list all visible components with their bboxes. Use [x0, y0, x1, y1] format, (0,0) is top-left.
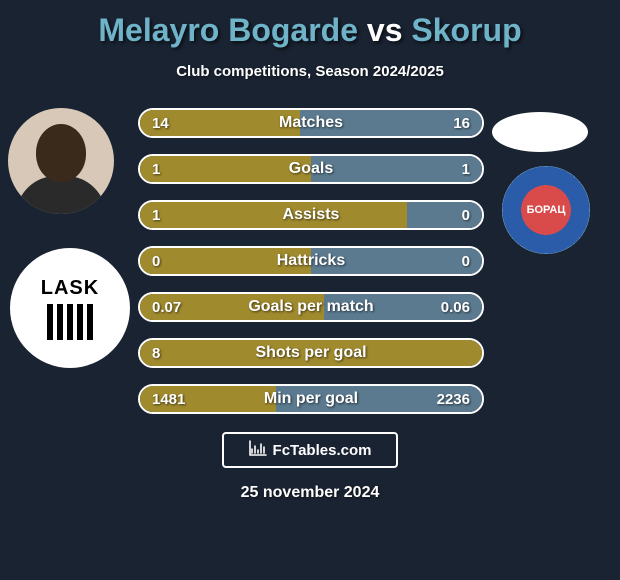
stat-value-left: 1	[152, 202, 160, 228]
stat-value-right: 2236	[437, 386, 470, 412]
subtitle: Club competitions, Season 2024/2025	[0, 63, 620, 80]
footer-date: 25 november 2024	[0, 484, 620, 502]
player2-club-name: БОРАЦ	[527, 205, 566, 216]
stat-row: 11Goals	[138, 154, 484, 184]
stat-value-left: 8	[152, 340, 160, 366]
player2-name: Skorup	[411, 12, 521, 48]
stat-value-left: 14	[152, 110, 169, 136]
stat-value-right: 0	[462, 202, 470, 228]
stat-bar-left	[140, 156, 311, 182]
player2-club-badge: БОРАЦ	[502, 166, 590, 254]
stat-value-left: 1481	[152, 386, 185, 412]
stat-value-left: 1	[152, 156, 160, 182]
stat-value-right: 0	[462, 248, 470, 274]
stat-bar-right	[311, 248, 482, 274]
player1-club-name: LASK	[41, 277, 99, 300]
vs-text: vs	[367, 12, 403, 48]
comparison-panel: LASK БОРАЦ 1416Matches11Goals10Assists00…	[0, 108, 620, 414]
stat-bar-left	[140, 340, 482, 366]
stat-value-left: 0	[152, 248, 160, 274]
lask-stripes-icon	[47, 304, 93, 340]
stat-bar-left	[140, 202, 407, 228]
stat-value-right: 1	[462, 156, 470, 182]
stat-row: 0.070.06Goals per match	[138, 292, 484, 322]
site-logo: FcTables.com	[222, 432, 398, 468]
site-name: FcTables.com	[273, 442, 372, 459]
player1-avatar	[8, 108, 114, 214]
stat-row: 10Assists	[138, 200, 484, 230]
stat-row: 1416Matches	[138, 108, 484, 138]
stat-bar-right	[311, 156, 482, 182]
player2-avatar	[492, 112, 588, 152]
stat-bar-left	[140, 248, 311, 274]
stat-value-left: 0.07	[152, 294, 181, 320]
stat-row: 14812236Min per goal	[138, 384, 484, 414]
stat-bar-right	[407, 202, 482, 228]
player1-club-badge: LASK	[10, 248, 130, 368]
stat-row: 8Shots per goal	[138, 338, 484, 368]
stat-value-right: 16	[453, 110, 470, 136]
chart-icon	[249, 440, 267, 460]
stat-row: 00Hattricks	[138, 246, 484, 276]
comparison-title: Melayro Bogarde vs Skorup	[0, 0, 620, 49]
stat-value-right: 0.06	[441, 294, 470, 320]
stats-bars: 1416Matches11Goals10Assists00Hattricks0.…	[138, 108, 484, 414]
player1-name: Melayro Bogarde	[98, 12, 358, 48]
